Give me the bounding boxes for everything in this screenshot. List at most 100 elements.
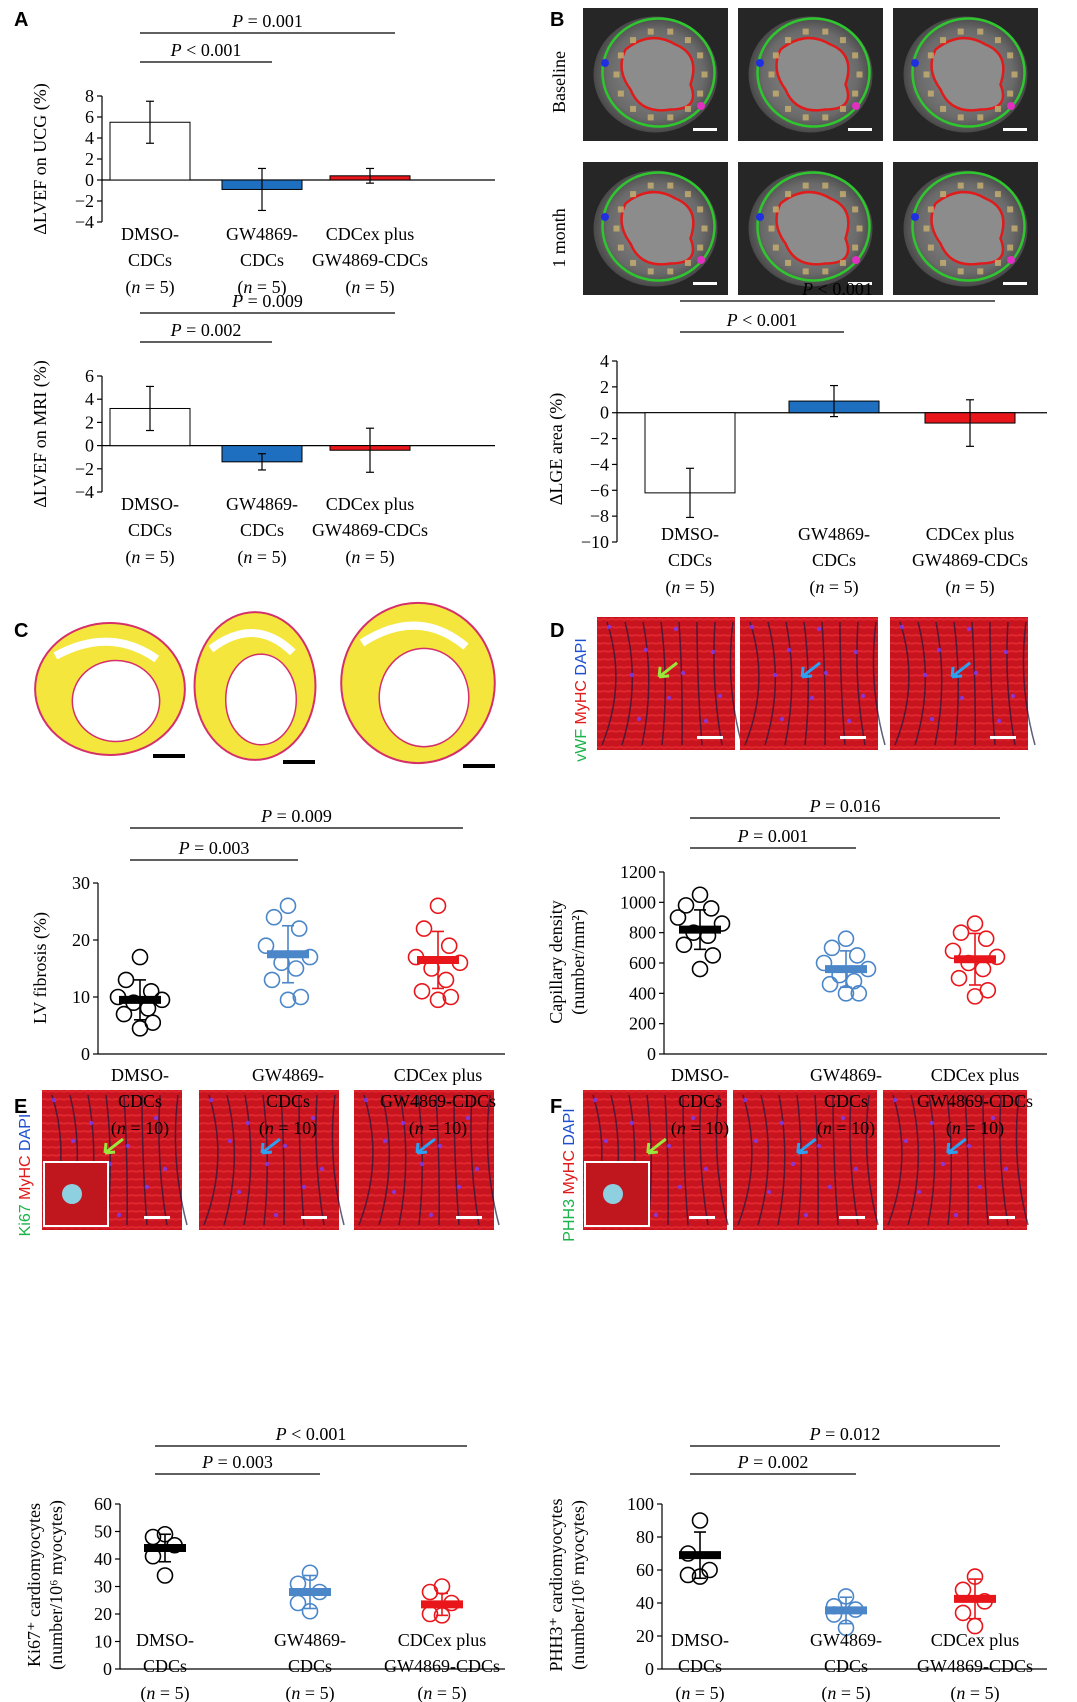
- scale-bar: [456, 1216, 482, 1219]
- mri-slice: [738, 8, 883, 141]
- nucleus: [310, 1115, 316, 1121]
- stain-label-dapi: DAPI: [17, 1114, 34, 1151]
- data-point: [713, 915, 731, 932]
- data-point: [691, 960, 709, 978]
- y-tick-label: 20: [636, 1626, 654, 1646]
- data-point: [413, 982, 431, 1000]
- x-label-n: (n = 5): [950, 1683, 999, 1702]
- interstitial-strand: [856, 621, 866, 746]
- data-point: [950, 969, 968, 987]
- x-label-line2: CDCs: [266, 1091, 310, 1111]
- nucleus: [996, 718, 1002, 724]
- lge-pixel: [772, 244, 779, 251]
- data-point: [691, 1512, 709, 1529]
- rv-insertion-marker: [911, 59, 919, 67]
- lge-pixel: [617, 90, 624, 97]
- interstitial-strand: [832, 1094, 839, 1226]
- lge-pixel: [1007, 52, 1014, 59]
- y-tick-label: 50: [94, 1522, 112, 1542]
- epicardial-contour: [911, 17, 1026, 128]
- data-point: [279, 897, 297, 915]
- nucleus: [929, 1120, 935, 1126]
- data-point: [952, 924, 970, 941]
- nucleus: [629, 672, 635, 678]
- endocardial-contour: [775, 36, 850, 112]
- y-tick-label: 10: [72, 987, 90, 1007]
- p-value-label: P = 0.016: [809, 796, 881, 816]
- lge-pixel: [940, 259, 947, 266]
- nucleus: [936, 647, 942, 653]
- interstitial-strand: [865, 1094, 879, 1226]
- epicardial-contour: [911, 171, 1026, 282]
- chart-b: −10 −8 −6 −4 −2 0 2 4 ΔLGE area (%) DMSO- CDCs (n =…: [546, 279, 1047, 598]
- chart-c: 0 10 20 30 LV fibrosis (%) DMSO- CDCs (n = 10) G…: [30, 806, 505, 1139]
- lge-pixel: [701, 225, 708, 232]
- rv-insertion-marker: [697, 256, 705, 264]
- y-tick-label: 0: [600, 403, 609, 423]
- lge-pixel: [994, 259, 1001, 266]
- y-tick-label: 2: [85, 149, 94, 169]
- p-value-label: P < 0.001: [275, 1424, 347, 1444]
- lge-pixel: [977, 268, 984, 275]
- scale-bar: [153, 754, 185, 758]
- lge-pixel: [923, 71, 930, 78]
- lge-pixel: [630, 105, 637, 112]
- x-label-n: (n = 5): [417, 1683, 466, 1702]
- stain-label-phh3: PHH3: [561, 1199, 578, 1242]
- nucleus: [786, 647, 792, 653]
- lge-pixel: [839, 105, 846, 112]
- lge-pixel: [667, 114, 674, 121]
- lge-pixel: [630, 191, 637, 198]
- lge-pixel: [802, 114, 809, 121]
- interstitial-strand: [971, 621, 976, 746]
- p-value-label: P = 0.012: [809, 1424, 881, 1444]
- interstitial-strand: [158, 1094, 168, 1226]
- y-tick-label: 4: [600, 351, 609, 371]
- interstitial-strand: [435, 1094, 440, 1226]
- nucleus: [959, 695, 965, 701]
- interstitial-strand: [315, 1094, 325, 1226]
- micrograph: [740, 617, 886, 750]
- nucleus: [823, 670, 829, 676]
- interstitial-strand: [682, 1094, 689, 1226]
- lge-pixel: [994, 191, 1001, 198]
- epicardial-contour: [756, 17, 871, 128]
- y-axis-label: Ki67⁺ cardiomyocytes: [24, 1503, 44, 1667]
- y-tick-label: 30: [94, 1577, 112, 1597]
- lge-pixel: [667, 182, 674, 189]
- arrow-marker: [103, 1137, 124, 1155]
- nucleus: [456, 1184, 462, 1190]
- nucleus: [227, 1138, 233, 1144]
- x-label-line2: GW4869-CDCs: [917, 1091, 1033, 1111]
- data-point: [265, 908, 283, 926]
- y-tick-label: 1200: [620, 862, 656, 882]
- nucleus: [772, 672, 778, 678]
- y-axis-label: PHH3⁺ cardiomyocytes: [546, 1499, 566, 1672]
- panel-letter-c: C: [14, 620, 28, 642]
- x-label-line1: CDCex plus: [931, 1065, 1020, 1085]
- y-axis-label-units: (number/10⁶ myocytes): [46, 1500, 67, 1670]
- data-point: [429, 991, 447, 1009]
- nucleus: [1003, 649, 1009, 655]
- data-point: [848, 947, 866, 964]
- nucleus: [779, 716, 785, 722]
- x-label-n: (n = 5): [345, 277, 394, 298]
- micrograph-field: [733, 1090, 877, 1230]
- lge-pixel: [617, 52, 624, 59]
- lge-pixel: [667, 268, 674, 275]
- x-label-line1: DMSO-: [121, 494, 179, 514]
- lge-pixel: [772, 206, 779, 213]
- panel-letter-a: A: [14, 9, 28, 31]
- interstitial-strand: [123, 1094, 128, 1226]
- lge-pixel: [630, 259, 637, 266]
- endocardial-contour: [775, 190, 850, 266]
- y-axis-label: ΔLVEF on UCG (%): [30, 83, 51, 234]
- nucleus: [790, 1161, 796, 1167]
- nucleus: [70, 1138, 76, 1144]
- data-point: [966, 988, 984, 1005]
- lge-pixel: [697, 52, 704, 59]
- x-label-n: (n = 10): [817, 1118, 875, 1139]
- nucleus: [816, 1143, 822, 1149]
- nucleus: [846, 718, 852, 724]
